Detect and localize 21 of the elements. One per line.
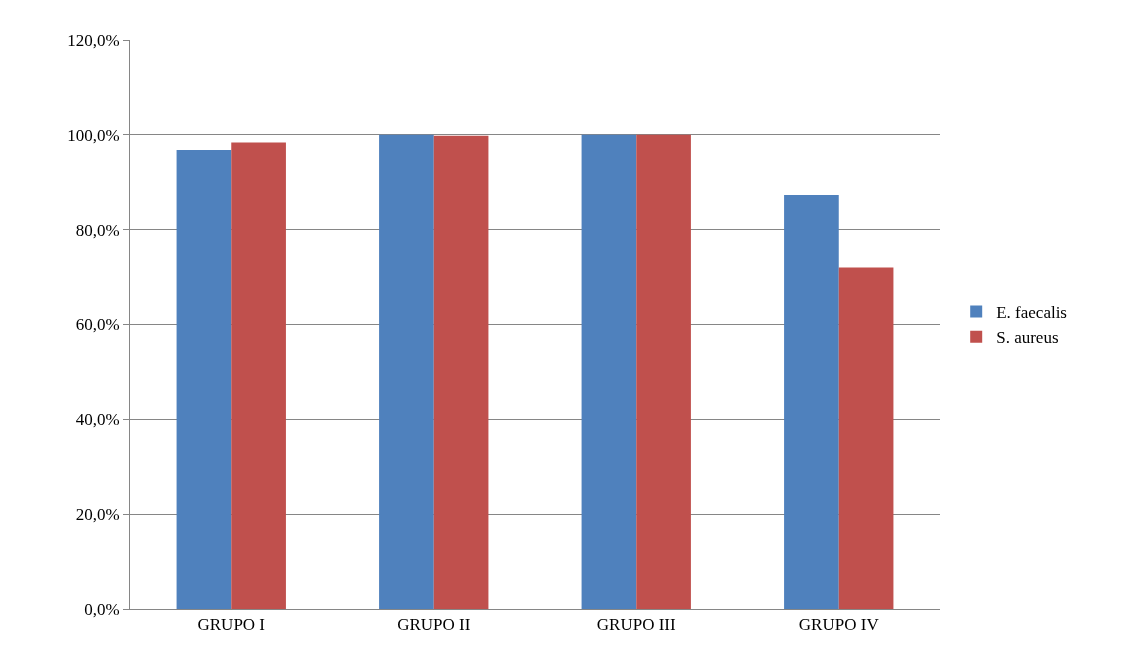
legend-label: E. faecalis xyxy=(996,303,1067,323)
y-tick-label: 0,0% xyxy=(84,599,120,619)
x-tick-label: GRUPO II xyxy=(397,615,471,635)
bar xyxy=(838,267,894,609)
y-tick-label: 20,0% xyxy=(75,505,120,525)
y-tick-label: 60,0% xyxy=(75,315,120,335)
bar xyxy=(231,142,286,609)
bar xyxy=(636,134,691,609)
bar xyxy=(581,134,637,609)
x-tick-label: GRUPO IV xyxy=(798,615,880,635)
y-tick-label: 40,0% xyxy=(75,410,120,430)
y-tick-label: 80,0% xyxy=(75,220,120,240)
y-tick-label: 120,0% xyxy=(67,30,120,50)
legend-label: S. aureus xyxy=(996,328,1059,348)
bar xyxy=(379,134,434,609)
bar xyxy=(784,195,839,609)
bar xyxy=(433,135,489,609)
y-tick-label: 100,0% xyxy=(67,125,120,145)
x-tick-label: GRUPO III xyxy=(596,615,677,635)
x-tick-label: GRUPO I xyxy=(197,615,266,635)
bar xyxy=(176,150,232,609)
